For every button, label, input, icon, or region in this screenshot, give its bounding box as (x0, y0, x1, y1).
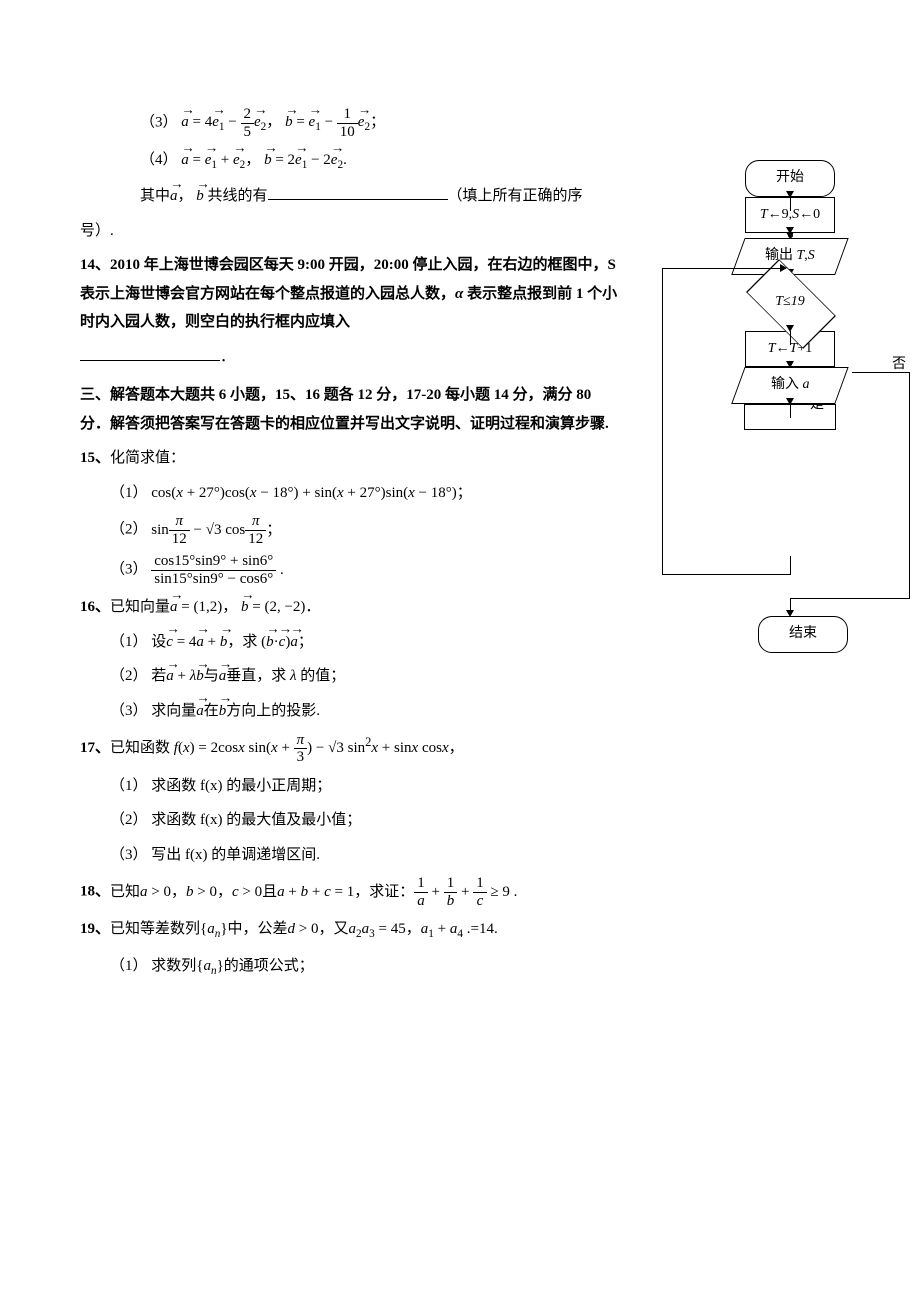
q16-p3: （3） 求向量a在b方向上的投影. (80, 697, 620, 726)
fc-end: 结束 (758, 616, 848, 653)
q16-p1-label: （1） (110, 634, 148, 650)
fc-no: 否 (892, 352, 906, 379)
q17-p1-label: （1） (110, 778, 148, 794)
q15-title: 化简求值： (110, 450, 185, 466)
q13-tail-line2: 号）. (80, 217, 620, 246)
q13-item4-math: a = e1 + e2， b = 2e1 − 2e2. (181, 152, 347, 168)
q15-p1-math: cos(x + 27°)cos(x − 18°) + sin(x + 27°)s… (151, 485, 471, 501)
flowchart: 开始 T←9,S←0 输出 T,S T≤19 是 否 T←T+1 输入 a (680, 160, 900, 430)
fc-no-h (852, 372, 910, 373)
q13-blank (268, 184, 448, 200)
fc-no-v (909, 372, 910, 598)
q15-p2: （2） sinπ12 − √3 cosπ12； (80, 513, 620, 547)
q19-p1-label: （1） (110, 958, 148, 974)
q18-stem: 已知a > 0，b > 0，c > 0且a + b + c = 1，求证：1a … (110, 884, 517, 900)
q13-tail-pre: 其中 (140, 188, 170, 204)
q17-label: 17、 (80, 740, 110, 756)
q14-blank (80, 345, 220, 361)
fc-loop-top (662, 268, 786, 269)
q17-p2-label: （2） (110, 812, 148, 828)
q17-p3: （3） 写出 f(x) 的单调递增区间. (80, 841, 620, 870)
q13-item-3: （3） a = 4e1 − 25e2， b = e1 − 110e2； (80, 106, 620, 140)
q14-blank-line: ． (80, 343, 620, 372)
q16-p3-body: 求向量a在b方向上的投影. (151, 703, 320, 719)
q17-stem: 已知函数 f(x) = 2cosx sin(x + π3) − √3 sin2x… (110, 740, 464, 756)
q19-label: 19、 (80, 921, 110, 937)
q16-label: 16、 (80, 599, 110, 615)
q13-item3-label: （3） (140, 114, 178, 130)
q16-p1: （1） 设c = 4a + b，求 (b·c)a； (80, 628, 620, 657)
q17-p3-body: 写出 f(x) 的单调递增区间. (151, 847, 320, 863)
q17-p3-label: （3） (110, 847, 148, 863)
q15-p1: （1） cos(x + 27°)cos(x − 18°) + sin(x + 2… (80, 479, 620, 508)
fc-blank-down (790, 556, 791, 574)
q16-stem: 已知向量a = (1,2)， b = (2, −2)． (110, 599, 320, 615)
q13-tail-mid: a， b 共线的有 (170, 188, 268, 204)
q17-p2: （2） 求函数 f(x) 的最大值及最小值； (80, 806, 620, 835)
q16-p1-body: 设c = 4a + b，求 (b·c)a； (151, 634, 313, 650)
q15-p3: （3） cos15°sin9° + sin6°sin15°sin9° − cos… (80, 553, 620, 587)
q16-p2: （2） 若a + λb与a垂直，求 λ 的值； (80, 662, 620, 691)
q14: 14、2010 年上海世博会园区每天 9:00 开园，20:00 停止入园，在右… (80, 251, 620, 337)
q19-stem: 已知等差数列{an}中，公差d > 0，又a2a3 = 45，a1 + a4 .… (110, 921, 498, 937)
q13-item3-math: a = 4e1 − 25e2， b = e1 − 110e2； (181, 114, 385, 130)
fc-loop-arrowhead (780, 264, 787, 272)
q15: 15、化简求值： (80, 444, 620, 473)
q18-label: 18、 (80, 884, 110, 900)
q15-label: 15、 (80, 450, 110, 466)
fc-no-bottom (790, 598, 910, 599)
q16-p2-body: 若a + λb与a垂直，求 λ 的值； (151, 668, 345, 684)
q13-tail-line1: 其中a， b 共线的有 （填上所有正确的序 (80, 182, 620, 211)
q18: 18、已知a > 0，b > 0，c > 0且a + b + c = 1，求证：… (80, 875, 620, 909)
q19-p1-body: 求数列{an}的通项公式； (151, 958, 314, 974)
q16-p2-label: （2） (110, 668, 148, 684)
q15-p3-label: （3） (110, 562, 148, 578)
q19-p1: （1） 求数列{an}的通项公式； (80, 952, 620, 982)
q16: 16、已知向量a = (1,2)， b = (2, −2)． (80, 593, 620, 622)
section-3-title: 三、解答题本大题共 6 小题，15、16 题各 12 分，17-20 每小题 1… (80, 381, 620, 438)
q17: 17、已知函数 f(x) = 2cosx sin(x + π3) − √3 si… (80, 731, 620, 766)
q13-tail-post: （填上所有正确的序 (448, 188, 583, 204)
q15-p1-label: （1） (110, 485, 148, 501)
q13-item-4: （4） a = e1 + e2， b = 2e1 − 2e2. (80, 146, 620, 176)
q17-p2-body: 求函数 f(x) 的最大值及最小值； (151, 812, 361, 828)
q17-p1: （1） 求函数 f(x) 的最小正周期； (80, 772, 620, 801)
q16-p3-label: （3） (110, 703, 148, 719)
fc-loop-line (662, 268, 791, 575)
q19: 19、已知等差数列{an}中，公差d > 0，又a2a3 = 45，a1 + a… (80, 915, 620, 945)
q15-p2-label: （2） (110, 522, 148, 538)
q14-label: 14、 (80, 257, 110, 273)
q15-p3-math: cos15°sin9° + sin6°sin15°sin9° − cos6° . (151, 562, 283, 578)
q17-p1-body: 求函数 f(x) 的最小正周期； (151, 778, 331, 794)
q15-p2-math: sinπ12 − √3 cosπ12； (151, 522, 281, 538)
q13-item4-label: （4） (140, 152, 178, 168)
